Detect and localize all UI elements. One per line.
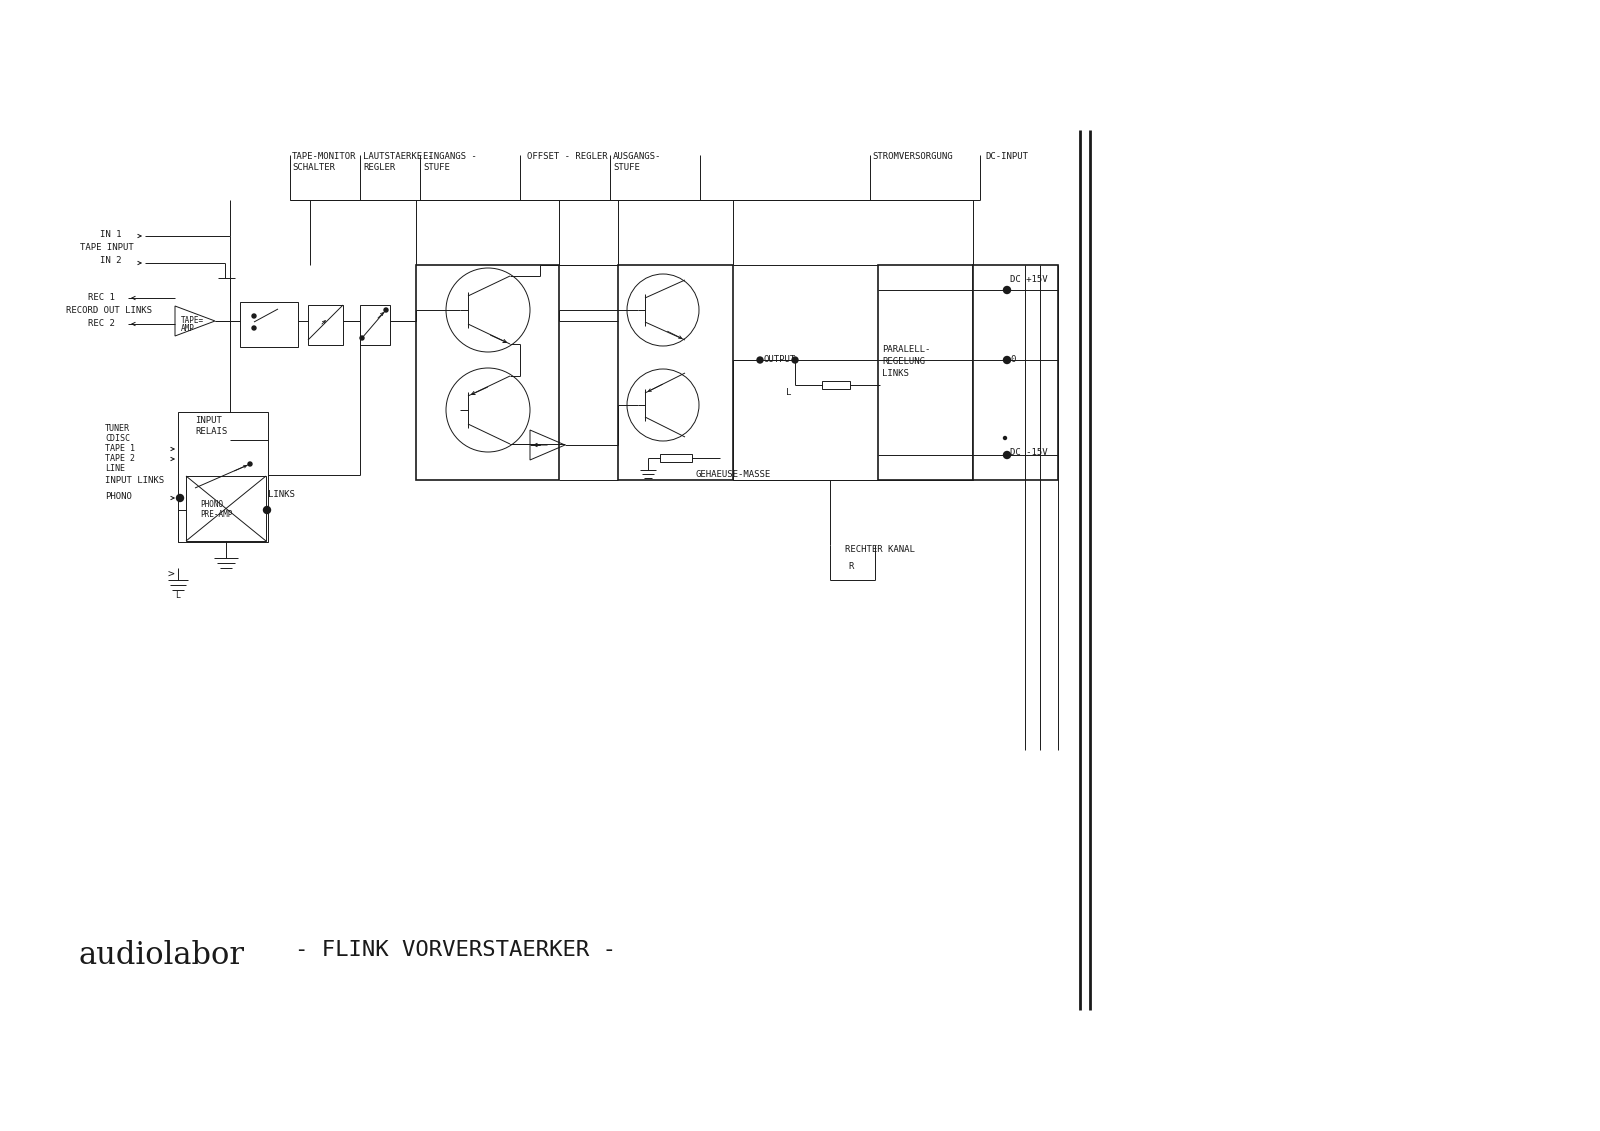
- Text: >: >: [166, 570, 174, 580]
- Text: PHONO: PHONO: [200, 500, 222, 509]
- Text: PRE-AMP: PRE-AMP: [200, 510, 232, 519]
- Text: STROMVERSORGUNG: STROMVERSORGUNG: [872, 152, 952, 161]
- Bar: [878, 265, 973, 480]
- Text: GEHAEUSE-MASSE: GEHAEUSE-MASSE: [694, 470, 770, 480]
- Bar: [973, 265, 1058, 480]
- Text: INPUT: INPUT: [195, 416, 222, 425]
- Bar: [178, 412, 269, 542]
- Bar: [822, 381, 850, 389]
- Text: SCHALTER: SCHALTER: [291, 163, 334, 172]
- Text: TAPE INPUT: TAPE INPUT: [80, 243, 134, 252]
- Text: LINKS: LINKS: [269, 490, 294, 499]
- Bar: [240, 302, 298, 347]
- Text: REC 1: REC 1: [88, 293, 115, 302]
- Text: audiolabor: audiolabor: [78, 940, 243, 972]
- Text: LINKS: LINKS: [882, 369, 909, 378]
- Bar: [186, 476, 266, 541]
- Text: RELAIS: RELAIS: [195, 428, 227, 435]
- Circle shape: [194, 486, 197, 490]
- Text: TAPE=: TAPE=: [181, 316, 205, 325]
- Text: DC -15V: DC -15V: [1010, 448, 1048, 457]
- Bar: [416, 265, 558, 480]
- Text: R: R: [848, 562, 853, 571]
- Text: REGELUNG: REGELUNG: [882, 357, 925, 366]
- Text: STUFE: STUFE: [613, 163, 640, 172]
- Circle shape: [176, 494, 184, 501]
- Text: AMP: AMP: [181, 323, 195, 333]
- Text: AUSGANGS-: AUSGANGS-: [613, 152, 661, 161]
- Text: OUTPUT: OUTPUT: [765, 355, 797, 364]
- Circle shape: [1003, 356, 1011, 363]
- Text: L: L: [174, 592, 179, 601]
- Circle shape: [253, 326, 256, 330]
- Text: DC +15V: DC +15V: [1010, 275, 1048, 284]
- Text: IN 1: IN 1: [99, 230, 122, 239]
- Circle shape: [1003, 437, 1006, 440]
- Text: RECHTER KANAL: RECHTER KANAL: [845, 545, 915, 554]
- Text: L: L: [786, 388, 792, 397]
- Circle shape: [792, 357, 798, 363]
- Text: TAPE 1: TAPE 1: [106, 444, 134, 454]
- Text: TAPE 2: TAPE 2: [106, 454, 134, 463]
- Text: STUFE: STUFE: [422, 163, 450, 172]
- Text: PARALELL-: PARALELL-: [882, 345, 930, 354]
- Text: - FLINK VORVERSTAERKER -: - FLINK VORVERSTAERKER -: [294, 940, 616, 960]
- Text: TAPE-MONITOR: TAPE-MONITOR: [291, 152, 357, 161]
- Circle shape: [264, 507, 270, 513]
- Circle shape: [360, 336, 365, 340]
- Text: CDISC: CDISC: [106, 434, 130, 443]
- Bar: [360, 305, 390, 345]
- Text: 0: 0: [1010, 355, 1016, 364]
- Circle shape: [253, 314, 256, 318]
- Circle shape: [757, 357, 763, 363]
- Circle shape: [1003, 286, 1011, 294]
- Circle shape: [384, 308, 387, 312]
- Text: IN 2: IN 2: [99, 256, 122, 265]
- Text: REGLER: REGLER: [363, 163, 395, 172]
- Text: TUNER: TUNER: [106, 424, 130, 433]
- Text: RECORD OUT LINKS: RECORD OUT LINKS: [66, 307, 152, 316]
- Circle shape: [1003, 451, 1011, 458]
- Circle shape: [248, 461, 253, 466]
- Bar: [618, 265, 733, 480]
- Text: REC 2: REC 2: [88, 319, 115, 328]
- Text: LAUTSTAERKE -: LAUTSTAERKE -: [363, 152, 434, 161]
- Bar: [307, 305, 342, 345]
- Text: OFFSET - REGLER: OFFSET - REGLER: [526, 152, 608, 161]
- Bar: [661, 454, 691, 461]
- Text: LINE: LINE: [106, 464, 125, 473]
- Text: INPUT LINKS: INPUT LINKS: [106, 476, 165, 485]
- Text: PHONO: PHONO: [106, 492, 131, 501]
- Text: DC-INPUT: DC-INPUT: [986, 152, 1027, 161]
- Text: EINGANGS -: EINGANGS -: [422, 152, 477, 161]
